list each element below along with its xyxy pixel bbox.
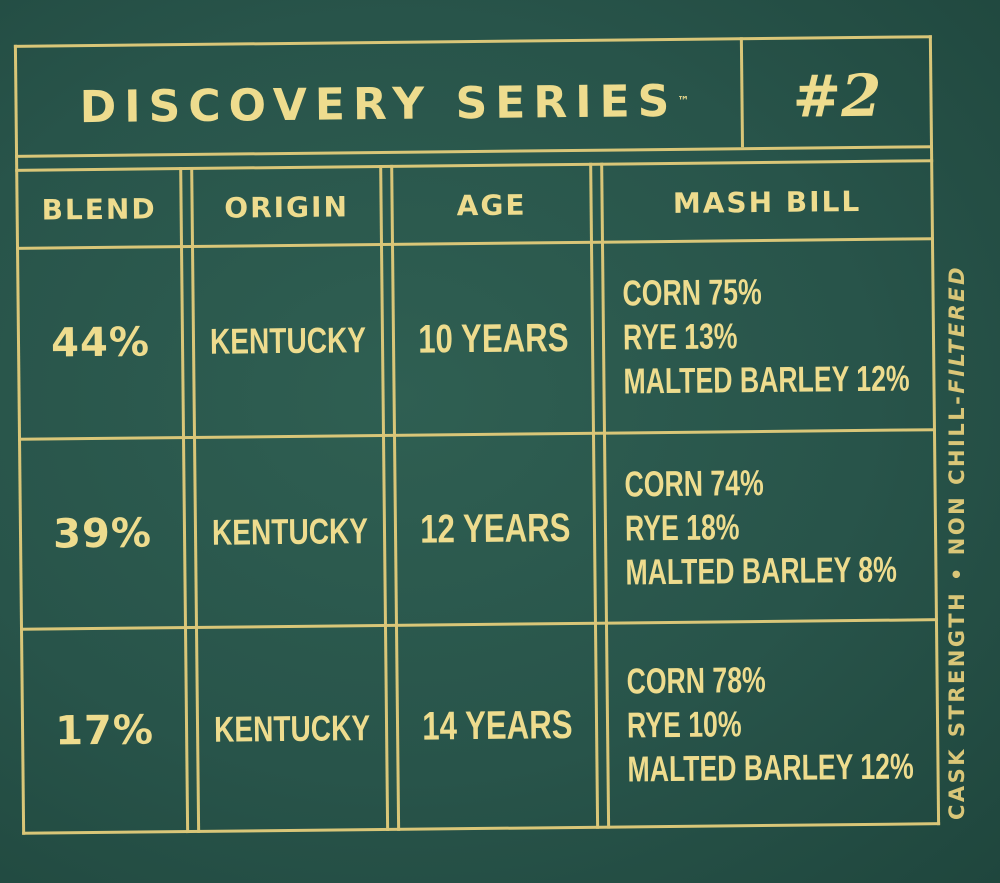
- column-header-blend: BLEND: [41, 191, 157, 227]
- row-3-blend: 17%: [54, 706, 155, 754]
- row-3-age: 14 YEARS: [421, 703, 573, 749]
- row-3-mash-bill: CORN 78% RYE 10% MALTED BARLEY 12%: [626, 658, 914, 789]
- series-title: DISCOVERY SERIES ™: [79, 75, 690, 133]
- column-header-age: AGE: [456, 187, 527, 222]
- column-header-mash-bill: MASH BILL: [672, 184, 862, 220]
- series-number: #2: [792, 61, 882, 131]
- cask-strength-side-note: CASK STRENGTH • NON CHILL-FILTERED: [945, 264, 969, 820]
- row-1-age: 10 YEARS: [417, 315, 569, 362]
- discovery-series-label: DISCOVERY SERIES ™ #2 BLEND ORIGIN AGE MA…: [13, 35, 941, 835]
- col-divider-3b: [600, 162, 611, 829]
- row-1-blend: 44%: [50, 319, 151, 367]
- row-2-origin: KENTUCKY: [211, 509, 369, 553]
- row-2-mash-bill: CORN 74% RYE 18% MALTED BARLEY 8%: [624, 461, 897, 592]
- row-3-origin: KENTUCKY: [213, 706, 371, 750]
- row-2-blend: 39%: [52, 509, 153, 557]
- column-header-origin: ORIGIN: [224, 189, 350, 225]
- row-1-origin: KENTUCKY: [209, 319, 367, 362]
- row-1-mash-bill: CORN 75% RYE 13% MALTED BARLEY 12%: [622, 271, 910, 402]
- row-2-age: 12 YEARS: [419, 506, 571, 552]
